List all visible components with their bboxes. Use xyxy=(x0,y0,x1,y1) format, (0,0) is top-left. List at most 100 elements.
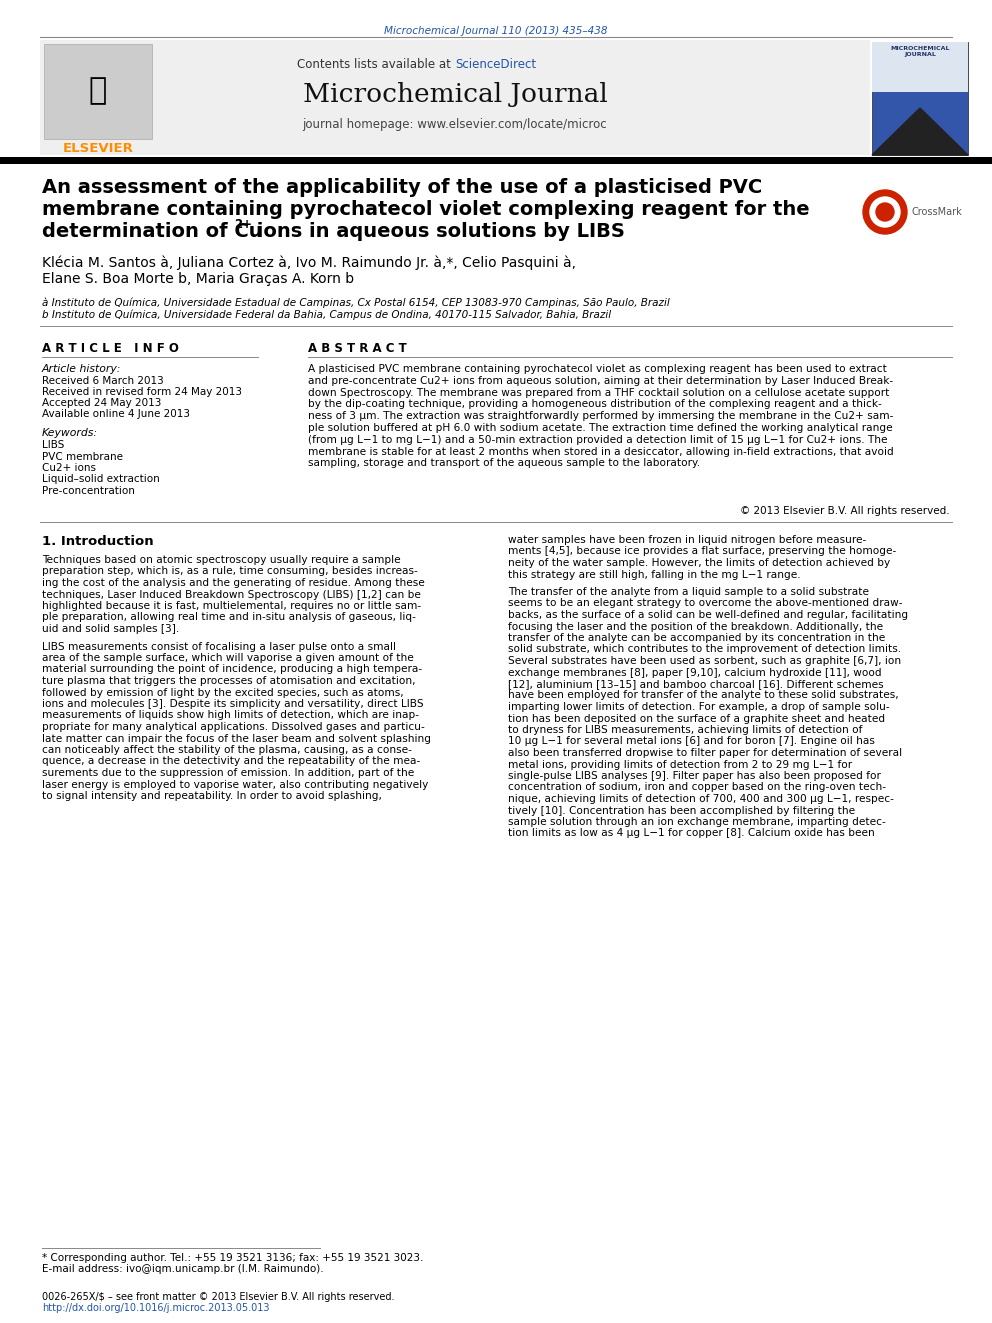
Text: sample solution through an ion exchange membrane, imparting detec-: sample solution through an ion exchange … xyxy=(508,818,886,827)
Text: Microchemical Journal: Microchemical Journal xyxy=(303,82,607,107)
Text: A R T I C L E   I N F O: A R T I C L E I N F O xyxy=(42,343,179,355)
Text: membrane is stable for at least 2 months when stored in a desiccator, allowing i: membrane is stable for at least 2 months… xyxy=(308,447,894,456)
Text: seems to be an elegant strategy to overcome the above-mentioned draw-: seems to be an elegant strategy to overc… xyxy=(508,598,903,609)
Text: ple preparation, allowing real time and in-situ analysis of gaseous, liq-: ple preparation, allowing real time and … xyxy=(42,613,416,623)
Text: LIBS: LIBS xyxy=(42,441,64,450)
Text: Contents lists available at: Contents lists available at xyxy=(298,58,455,71)
Text: © 2013 Elsevier B.V. All rights reserved.: © 2013 Elsevier B.V. All rights reserved… xyxy=(740,505,950,516)
Text: 0026-265X/$ – see front matter © 2013 Elsevier B.V. All rights reserved.: 0026-265X/$ – see front matter © 2013 El… xyxy=(42,1293,395,1302)
Text: to signal intensity and repeatability. In order to avoid splashing,: to signal intensity and repeatability. I… xyxy=(42,791,382,800)
Text: highlighted because it is fast, multielemental, requires no or little sam-: highlighted because it is fast, multiele… xyxy=(42,601,422,611)
Circle shape xyxy=(870,197,900,228)
Text: tively [10]. Concentration has been accomplished by filtering the: tively [10]. Concentration has been acco… xyxy=(508,806,855,815)
Text: propriate for many analytical applications. Dissolved gases and particu-: propriate for many analytical applicatio… xyxy=(42,722,425,732)
Text: focusing the laser and the position of the breakdown. Additionally, the: focusing the laser and the position of t… xyxy=(508,622,883,631)
Text: neity of the water sample. However, the limits of detection achieved by: neity of the water sample. However, the … xyxy=(508,558,890,568)
Text: ions in aqueous solutions by LIBS: ions in aqueous solutions by LIBS xyxy=(250,222,625,241)
Text: single-pulse LIBS analyses [9]. Filter paper has also been proposed for: single-pulse LIBS analyses [9]. Filter p… xyxy=(508,771,881,781)
Text: quence, a decrease in the detectivity and the repeatability of the mea-: quence, a decrease in the detectivity an… xyxy=(42,757,421,766)
Text: uid and solid samples [3].: uid and solid samples [3]. xyxy=(42,624,180,634)
Text: Elane S. Boa Morte b, Maria Graças A. Korn b: Elane S. Boa Morte b, Maria Graças A. Ko… xyxy=(42,273,354,286)
Text: http://dx.doi.org/10.1016/j.microc.2013.05.013: http://dx.doi.org/10.1016/j.microc.2013.… xyxy=(42,1303,270,1312)
Text: Klécia M. Santos à, Juliana Cortez à, Ivo M. Raimundo Jr. à,*, Celio Pasquini à,: Klécia M. Santos à, Juliana Cortez à, Iv… xyxy=(42,255,576,270)
Text: A plasticised PVC membrane containing pyrochatecol violet as complexing reagent : A plasticised PVC membrane containing py… xyxy=(308,364,887,374)
Text: ScienceDirect: ScienceDirect xyxy=(455,58,536,71)
Text: MICROCHEMICAL
JOURNAL: MICROCHEMICAL JOURNAL xyxy=(890,46,949,57)
Text: The transfer of the analyte from a liquid sample to a solid substrate: The transfer of the analyte from a liqui… xyxy=(508,587,869,597)
Text: late matter can impair the focus of the laser beam and solvent splashing: late matter can impair the focus of the … xyxy=(42,733,431,744)
Text: Article history:: Article history: xyxy=(42,364,121,374)
Text: E-mail address: ivo@iqm.unicamp.br (I.M. Raimundo).: E-mail address: ivo@iqm.unicamp.br (I.M.… xyxy=(42,1263,323,1274)
Text: solid substrate, which contributes to the improvement of detection limits.: solid substrate, which contributes to th… xyxy=(508,644,901,655)
Text: and pre-concentrate Cu2+ ions from aqueous solution, aiming at their determinati: and pre-concentrate Cu2+ ions from aqueo… xyxy=(308,376,893,386)
Text: tion has been deposited on the surface of a graphite sheet and heated: tion has been deposited on the surface o… xyxy=(508,713,885,724)
Text: ing the cost of the analysis and the generating of residue. Among these: ing the cost of the analysis and the gen… xyxy=(42,578,425,587)
Text: nique, achieving limits of detection of 700, 400 and 300 μg L−1, respec-: nique, achieving limits of detection of … xyxy=(508,794,894,804)
Text: 1. Introduction: 1. Introduction xyxy=(42,534,154,548)
Text: tion limits as low as 4 μg L−1 for copper [8]. Calcium oxide has been: tion limits as low as 4 μg L−1 for coppe… xyxy=(508,828,875,839)
Text: 2+: 2+ xyxy=(234,218,252,232)
Text: ple solution buffered at pH 6.0 with sodium acetate. The extraction time defined: ple solution buffered at pH 6.0 with sod… xyxy=(308,423,893,433)
Circle shape xyxy=(863,191,907,234)
Text: surements due to the suppression of emission. In addition, part of the: surements due to the suppression of emis… xyxy=(42,767,415,778)
Text: Pre-concentration: Pre-concentration xyxy=(42,486,135,496)
Text: Microchemical Journal 110 (2013) 435–438: Microchemical Journal 110 (2013) 435–438 xyxy=(384,26,608,36)
Text: by the dip-coating technique, providing a homogeneous distribution of the comple: by the dip-coating technique, providing … xyxy=(308,400,882,409)
Text: LIBS measurements consist of focalising a laser pulse onto a small: LIBS measurements consist of focalising … xyxy=(42,642,396,651)
Text: à Instituto de Química, Universidade Estadual de Campinas, Cx Postal 6154, CEP 1: à Instituto de Química, Universidade Est… xyxy=(42,296,670,307)
Text: b Instituto de Química, Universidade Federal da Bahia, Campus de Ondina, 40170-1: b Instituto de Química, Universidade Fed… xyxy=(42,310,611,320)
FancyBboxPatch shape xyxy=(44,44,152,139)
Circle shape xyxy=(876,202,894,221)
Text: Techniques based on atomic spectroscopy usually require a sample: Techniques based on atomic spectroscopy … xyxy=(42,556,401,565)
Text: followed by emission of light by the excited species, such as atoms,: followed by emission of light by the exc… xyxy=(42,688,404,697)
Text: Several substrates have been used as sorbent, such as graphite [6,7], ion: Several substrates have been used as sor… xyxy=(508,656,901,665)
Text: journal homepage: www.elsevier.com/locate/microc: journal homepage: www.elsevier.com/locat… xyxy=(303,118,607,131)
Text: ELSEVIER: ELSEVIER xyxy=(62,142,134,155)
Text: preparation step, which is, as a rule, time consuming, besides increas-: preparation step, which is, as a rule, t… xyxy=(42,566,418,577)
Text: laser energy is employed to vaporise water, also contributing negatively: laser energy is employed to vaporise wat… xyxy=(42,779,429,790)
Text: ments [4,5], because ice provides a flat surface, preserving the homoge-: ments [4,5], because ice provides a flat… xyxy=(508,546,896,557)
Text: membrane containing pyrochatecol violet complexing reagent for the: membrane containing pyrochatecol violet … xyxy=(42,200,809,220)
Text: 🌳: 🌳 xyxy=(89,77,107,106)
Text: Cu2+ ions: Cu2+ ions xyxy=(42,463,96,474)
Text: (from μg L−1 to mg L−1) and a 50-min extraction provided a detection limit of 15: (from μg L−1 to mg L−1) and a 50-min ext… xyxy=(308,435,888,445)
Text: Received in revised form 24 May 2013: Received in revised form 24 May 2013 xyxy=(42,388,242,397)
Text: water samples have been frozen in liquid nitrogen before measure-: water samples have been frozen in liquid… xyxy=(508,534,866,545)
Text: 10 μg L−1 for several metal ions [6] and for boron [7]. Engine oil has: 10 μg L−1 for several metal ions [6] and… xyxy=(508,737,875,746)
Text: imparting lower limits of detection. For example, a drop of sample solu-: imparting lower limits of detection. For… xyxy=(508,703,890,712)
Text: material surrounding the point of incidence, producing a high tempera-: material surrounding the point of incide… xyxy=(42,664,423,675)
Text: measurements of liquids show high limits of detection, which are inap-: measurements of liquids show high limits… xyxy=(42,710,419,721)
Text: determination of Cu: determination of Cu xyxy=(42,222,263,241)
Text: exchange membranes [8], paper [9,10], calcium hydroxide [11], wood: exchange membranes [8], paper [9,10], ca… xyxy=(508,668,882,677)
Polygon shape xyxy=(872,108,968,155)
Text: Liquid–solid extraction: Liquid–solid extraction xyxy=(42,475,160,484)
Text: transfer of the analyte can be accompanied by its concentration in the: transfer of the analyte can be accompani… xyxy=(508,632,885,643)
Text: techniques, Laser Induced Breakdown Spectroscopy (LIBS) [1,2] can be: techniques, Laser Induced Breakdown Spec… xyxy=(42,590,421,599)
Text: have been employed for transfer of the analyte to these solid substrates,: have been employed for transfer of the a… xyxy=(508,691,899,700)
Text: ions and molecules [3]. Despite its simplicity and versatility, direct LIBS: ions and molecules [3]. Despite its simp… xyxy=(42,699,424,709)
Text: Available online 4 June 2013: Available online 4 June 2013 xyxy=(42,409,190,419)
Text: ture plasma that triggers the processes of atomisation and excitation,: ture plasma that triggers the processes … xyxy=(42,676,416,687)
Text: * Corresponding author. Tel.: +55 19 3521 3136; fax: +55 19 3521 3023.: * Corresponding author. Tel.: +55 19 352… xyxy=(42,1253,424,1263)
Text: Accepted 24 May 2013: Accepted 24 May 2013 xyxy=(42,398,162,407)
FancyBboxPatch shape xyxy=(872,42,968,155)
Text: can noticeably affect the stability of the plasma, causing, as a conse-: can noticeably affect the stability of t… xyxy=(42,745,412,755)
Text: metal ions, providing limits of detection from 2 to 29 mg L−1 for: metal ions, providing limits of detectio… xyxy=(508,759,852,770)
Text: backs, as the surface of a solid can be well-defined and regular, facilitating: backs, as the surface of a solid can be … xyxy=(508,610,908,620)
Text: Received 6 March 2013: Received 6 March 2013 xyxy=(42,376,164,386)
FancyBboxPatch shape xyxy=(40,40,870,155)
Text: CrossMark: CrossMark xyxy=(911,206,962,217)
Text: this strategy are still high, falling in the mg L−1 range.: this strategy are still high, falling in… xyxy=(508,569,801,579)
Text: Keywords:: Keywords: xyxy=(42,429,98,438)
Text: also been transferred dropwise to filter paper for determination of several: also been transferred dropwise to filter… xyxy=(508,747,902,758)
Text: An assessment of the applicability of the use of a plasticised PVC: An assessment of the applicability of th… xyxy=(42,179,762,197)
Text: to dryness for LIBS measurements, achieving limits of detection of: to dryness for LIBS measurements, achiev… xyxy=(508,725,862,736)
Text: [12], aluminium [13–15] and bamboo charcoal [16]. Different schemes: [12], aluminium [13–15] and bamboo charc… xyxy=(508,679,884,689)
FancyBboxPatch shape xyxy=(872,42,968,93)
FancyBboxPatch shape xyxy=(0,157,992,164)
Text: area of the sample surface, which will vaporise a given amount of the: area of the sample surface, which will v… xyxy=(42,654,414,663)
Text: concentration of sodium, iron and copper based on the ring-oven tech-: concentration of sodium, iron and copper… xyxy=(508,782,886,792)
Text: ness of 3 μm. The extraction was straightforwardly performed by immersing the me: ness of 3 μm. The extraction was straigh… xyxy=(308,411,894,421)
Text: down Spectroscopy. The membrane was prepared from a THF cocktail solution on a c: down Spectroscopy. The membrane was prep… xyxy=(308,388,890,398)
Text: sampling, storage and transport of the aqueous sample to the laboratory.: sampling, storage and transport of the a… xyxy=(308,458,700,468)
